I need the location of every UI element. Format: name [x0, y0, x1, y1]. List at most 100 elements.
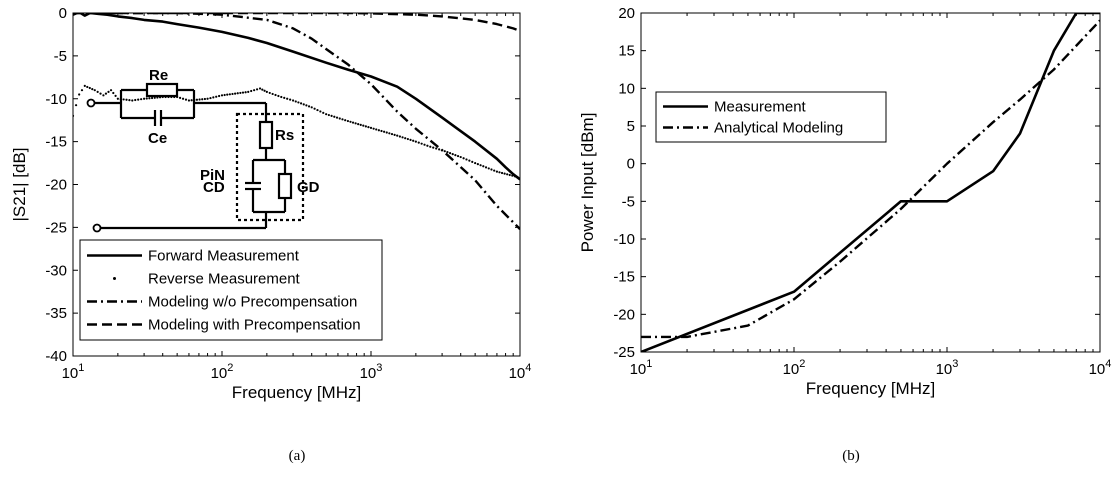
data-point: [351, 121, 355, 124]
y-tick-label: 20: [618, 5, 635, 22]
y-tick-label: -15: [45, 134, 67, 151]
data-point: [432, 146, 435, 149]
data-point: [319, 110, 322, 113]
data-point: [462, 157, 465, 160]
data-point: [448, 152, 452, 155]
data-point: [244, 91, 247, 94]
data-point: [508, 173, 511, 177]
data-point: [88, 86, 91, 90]
data-point: [344, 119, 347, 122]
data-point: [148, 97, 151, 100]
data-point: [364, 125, 367, 128]
y-tick-label: -25: [613, 344, 635, 361]
data-point: [198, 98, 201, 101]
chart-a: 101 102 103 104 0 -5 -10 -15 -20 -25 -30 -35 -40 Freq…: [10, 5, 531, 402]
data-point: [404, 137, 407, 140]
data-point: [83, 84, 86, 87]
data-point: [291, 99, 295, 102]
data-point: [511, 174, 514, 177]
x-axis-label: Frequency [MHz]: [806, 379, 935, 398]
data-point: [476, 163, 479, 166]
data-point: [456, 154, 460, 158]
data-point: [271, 92, 274, 96]
data-point: [346, 119, 350, 123]
data-point: [212, 96, 215, 99]
x-tick-label: 103: [936, 358, 959, 378]
data-point: [78, 93, 81, 96]
data-point: [401, 136, 404, 139]
series-line-2: [641, 19, 1100, 339]
data-point: [258, 87, 262, 90]
data-point: [493, 169, 496, 172]
y-tick-label: -30: [45, 262, 67, 279]
y-tick-label: -10: [613, 231, 635, 248]
data-point: [209, 96, 212, 100]
data-point: [195, 98, 199, 101]
label-gd: GD: [297, 179, 320, 196]
data-point: [96, 90, 99, 93]
panel-label-b: (b): [842, 448, 860, 464]
data-point: [398, 135, 401, 138]
y-tick-label: -25: [45, 219, 67, 236]
data-point: [495, 170, 499, 173]
data-point: [190, 99, 193, 102]
y-tick-label: -20: [613, 306, 635, 323]
data-point: [325, 113, 328, 116]
data-point: [330, 114, 333, 117]
plot-frame: [640, 12, 1101, 353]
data-point: [223, 93, 226, 97]
x-tick-label: 101: [62, 362, 85, 382]
data-point: [116, 97, 119, 100]
data-point: [218, 94, 221, 98]
data-point: [109, 89, 113, 92]
data-point: [142, 97, 146, 100]
data-point: [390, 132, 394, 136]
data-point: [93, 89, 96, 92]
data-point: [226, 93, 229, 96]
y-tick-label: -40: [45, 348, 67, 365]
data-point: [145, 97, 148, 100]
legend-label: Measurement: [714, 99, 807, 116]
resistor-re: [145, 82, 179, 98]
data-point: [178, 96, 182, 99]
data-point: [349, 120, 352, 123]
data-point: [253, 89, 256, 92]
data-point: [305, 104, 308, 107]
data-point: [220, 94, 224, 97]
y-tick-label: -35: [45, 305, 67, 322]
data-point: [369, 126, 373, 130]
x-tick-label: 103: [360, 362, 383, 382]
data-point: [359, 123, 362, 126]
data-point: [468, 159, 471, 162]
legend-label: Analytical Modeling: [714, 120, 843, 137]
data-point: [490, 168, 493, 171]
data-point: [265, 90, 268, 93]
data-point: [482, 165, 485, 168]
data-point: [335, 116, 339, 119]
data-point: [516, 175, 519, 179]
data-point: [286, 97, 289, 100]
legend-label: Reverse Measurement: [148, 271, 301, 288]
data-point: [239, 91, 242, 95]
legend-label: Forward Measurement: [148, 248, 300, 265]
data-point: [122, 98, 125, 101]
data-point: [74, 104, 78, 107]
data-point: [80, 89, 84, 92]
data-point: [140, 98, 143, 101]
data-point: [250, 89, 253, 93]
data-point: [125, 98, 128, 101]
label-ce: Ce: [148, 130, 167, 147]
data-point: [247, 90, 250, 93]
data-point: [128, 99, 131, 102]
data-point: [184, 98, 188, 101]
data-point: [313, 107, 316, 110]
y-tick-label: 0: [59, 5, 67, 22]
data-point: [236, 92, 239, 95]
label-rs: Rs: [275, 127, 294, 144]
data-point: [372, 127, 375, 130]
y-tick-label: -5: [622, 193, 635, 210]
x-tick-label: 104: [509, 362, 532, 382]
data-point: [513, 175, 516, 178]
legend: Forward Measurement Reverse Measurement Mo…: [79, 239, 383, 341]
